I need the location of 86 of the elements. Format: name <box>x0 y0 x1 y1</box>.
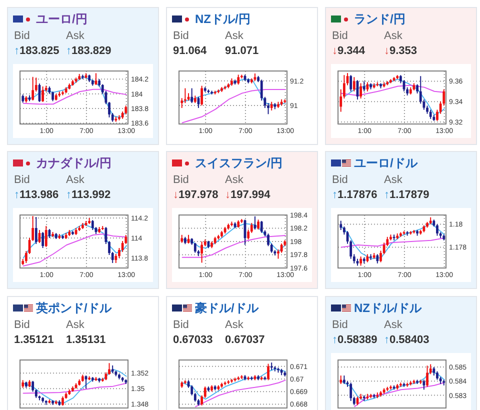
candlestick <box>352 76 356 92</box>
line-series <box>195 380 286 408</box>
text: ↑0.58389 <box>332 334 378 347</box>
chart-title: 英ポンド/ドル <box>36 301 112 315</box>
text: Bid <box>173 174 189 187</box>
text: 91.071 <box>225 45 259 58</box>
candlestick <box>32 76 34 101</box>
candlestick <box>200 241 203 264</box>
candlestick <box>34 216 38 244</box>
text: ↑183.825 <box>14 45 60 58</box>
candlestick <box>194 242 196 254</box>
candlestick <box>237 74 240 86</box>
candlestick <box>376 254 379 264</box>
text: ↑0.58403 <box>384 334 430 347</box>
text: Ask <box>225 30 244 43</box>
text: 1.35121 <box>14 334 54 347</box>
chart-title: NZドル/ドル <box>354 301 422 315</box>
candlestick <box>429 109 432 120</box>
candlestick <box>190 88 194 104</box>
line-series <box>182 79 286 106</box>
candlestick <box>436 224 438 236</box>
line-series <box>22 234 127 266</box>
line-series <box>182 235 286 258</box>
candlestick <box>422 379 426 390</box>
candlestick <box>200 85 203 106</box>
text: ↓9.353 <box>384 45 418 58</box>
text: ↓197.994 <box>225 189 270 202</box>
text: Bid <box>14 319 30 332</box>
text: Ask <box>66 30 84 43</box>
candlestick <box>257 219 260 230</box>
text: ↑1.17876 <box>332 189 378 202</box>
candlestick <box>280 242 283 254</box>
text: 1.35131 <box>66 334 106 347</box>
text: Bid <box>173 319 189 332</box>
text: ↑183.829 <box>66 45 112 58</box>
line-series <box>344 78 445 116</box>
text: 0.67037 <box>225 334 265 347</box>
line-series <box>182 88 286 124</box>
text: Bid <box>332 30 348 43</box>
text: ↑113.986 <box>14 189 59 202</box>
candlestick <box>42 86 44 102</box>
text: 91.064 <box>173 45 207 58</box>
chart-title: NZドル/円 <box>195 12 250 26</box>
candlestick <box>360 256 362 266</box>
candlestick <box>360 82 362 100</box>
candlestick <box>267 363 270 381</box>
line-series <box>354 382 445 408</box>
chart-title: ランド/円 <box>354 12 406 26</box>
candlestick <box>260 220 263 234</box>
chart-title: カナダドル/円 <box>36 156 112 170</box>
line-series <box>22 76 127 118</box>
text: Ask <box>225 174 244 187</box>
chart-title: ユーロ/円 <box>36 12 88 26</box>
candlestick <box>62 396 64 406</box>
text: Bid <box>332 319 348 332</box>
candlestick <box>366 82 369 92</box>
line-series <box>22 88 127 105</box>
candlestick <box>350 74 352 92</box>
text: Bid <box>173 30 189 43</box>
text: Bid <box>14 174 30 187</box>
text: ↑1.17879 <box>384 189 430 202</box>
text: Ask <box>66 319 84 332</box>
text: Ask <box>384 319 402 332</box>
text: ↓9.344 <box>332 45 366 58</box>
text: Ask <box>66 174 84 187</box>
line-series <box>340 238 445 248</box>
candlestick <box>350 382 352 402</box>
line-series <box>22 368 127 404</box>
line-series <box>22 382 127 394</box>
candlestick <box>340 220 342 230</box>
text: ↓197.978 <box>173 189 218 202</box>
candlestick <box>426 365 428 388</box>
text: Bid <box>14 30 30 43</box>
text: Bid <box>332 174 348 187</box>
text: Ask <box>384 174 402 187</box>
candlestick <box>362 80 366 92</box>
text: ↑113.992 <box>66 189 111 202</box>
text: Ask <box>384 30 402 43</box>
candlestick <box>94 72 98 86</box>
candlestick <box>42 232 44 248</box>
chart-title: 豪ドル/ドル <box>195 301 258 315</box>
text: Ask <box>225 319 244 332</box>
chart-title: スイスフラン/円 <box>195 156 282 170</box>
text: 0.67033 <box>173 334 213 347</box>
candlestick <box>91 220 94 230</box>
chart-title: ユーロ/ドル <box>354 156 418 170</box>
